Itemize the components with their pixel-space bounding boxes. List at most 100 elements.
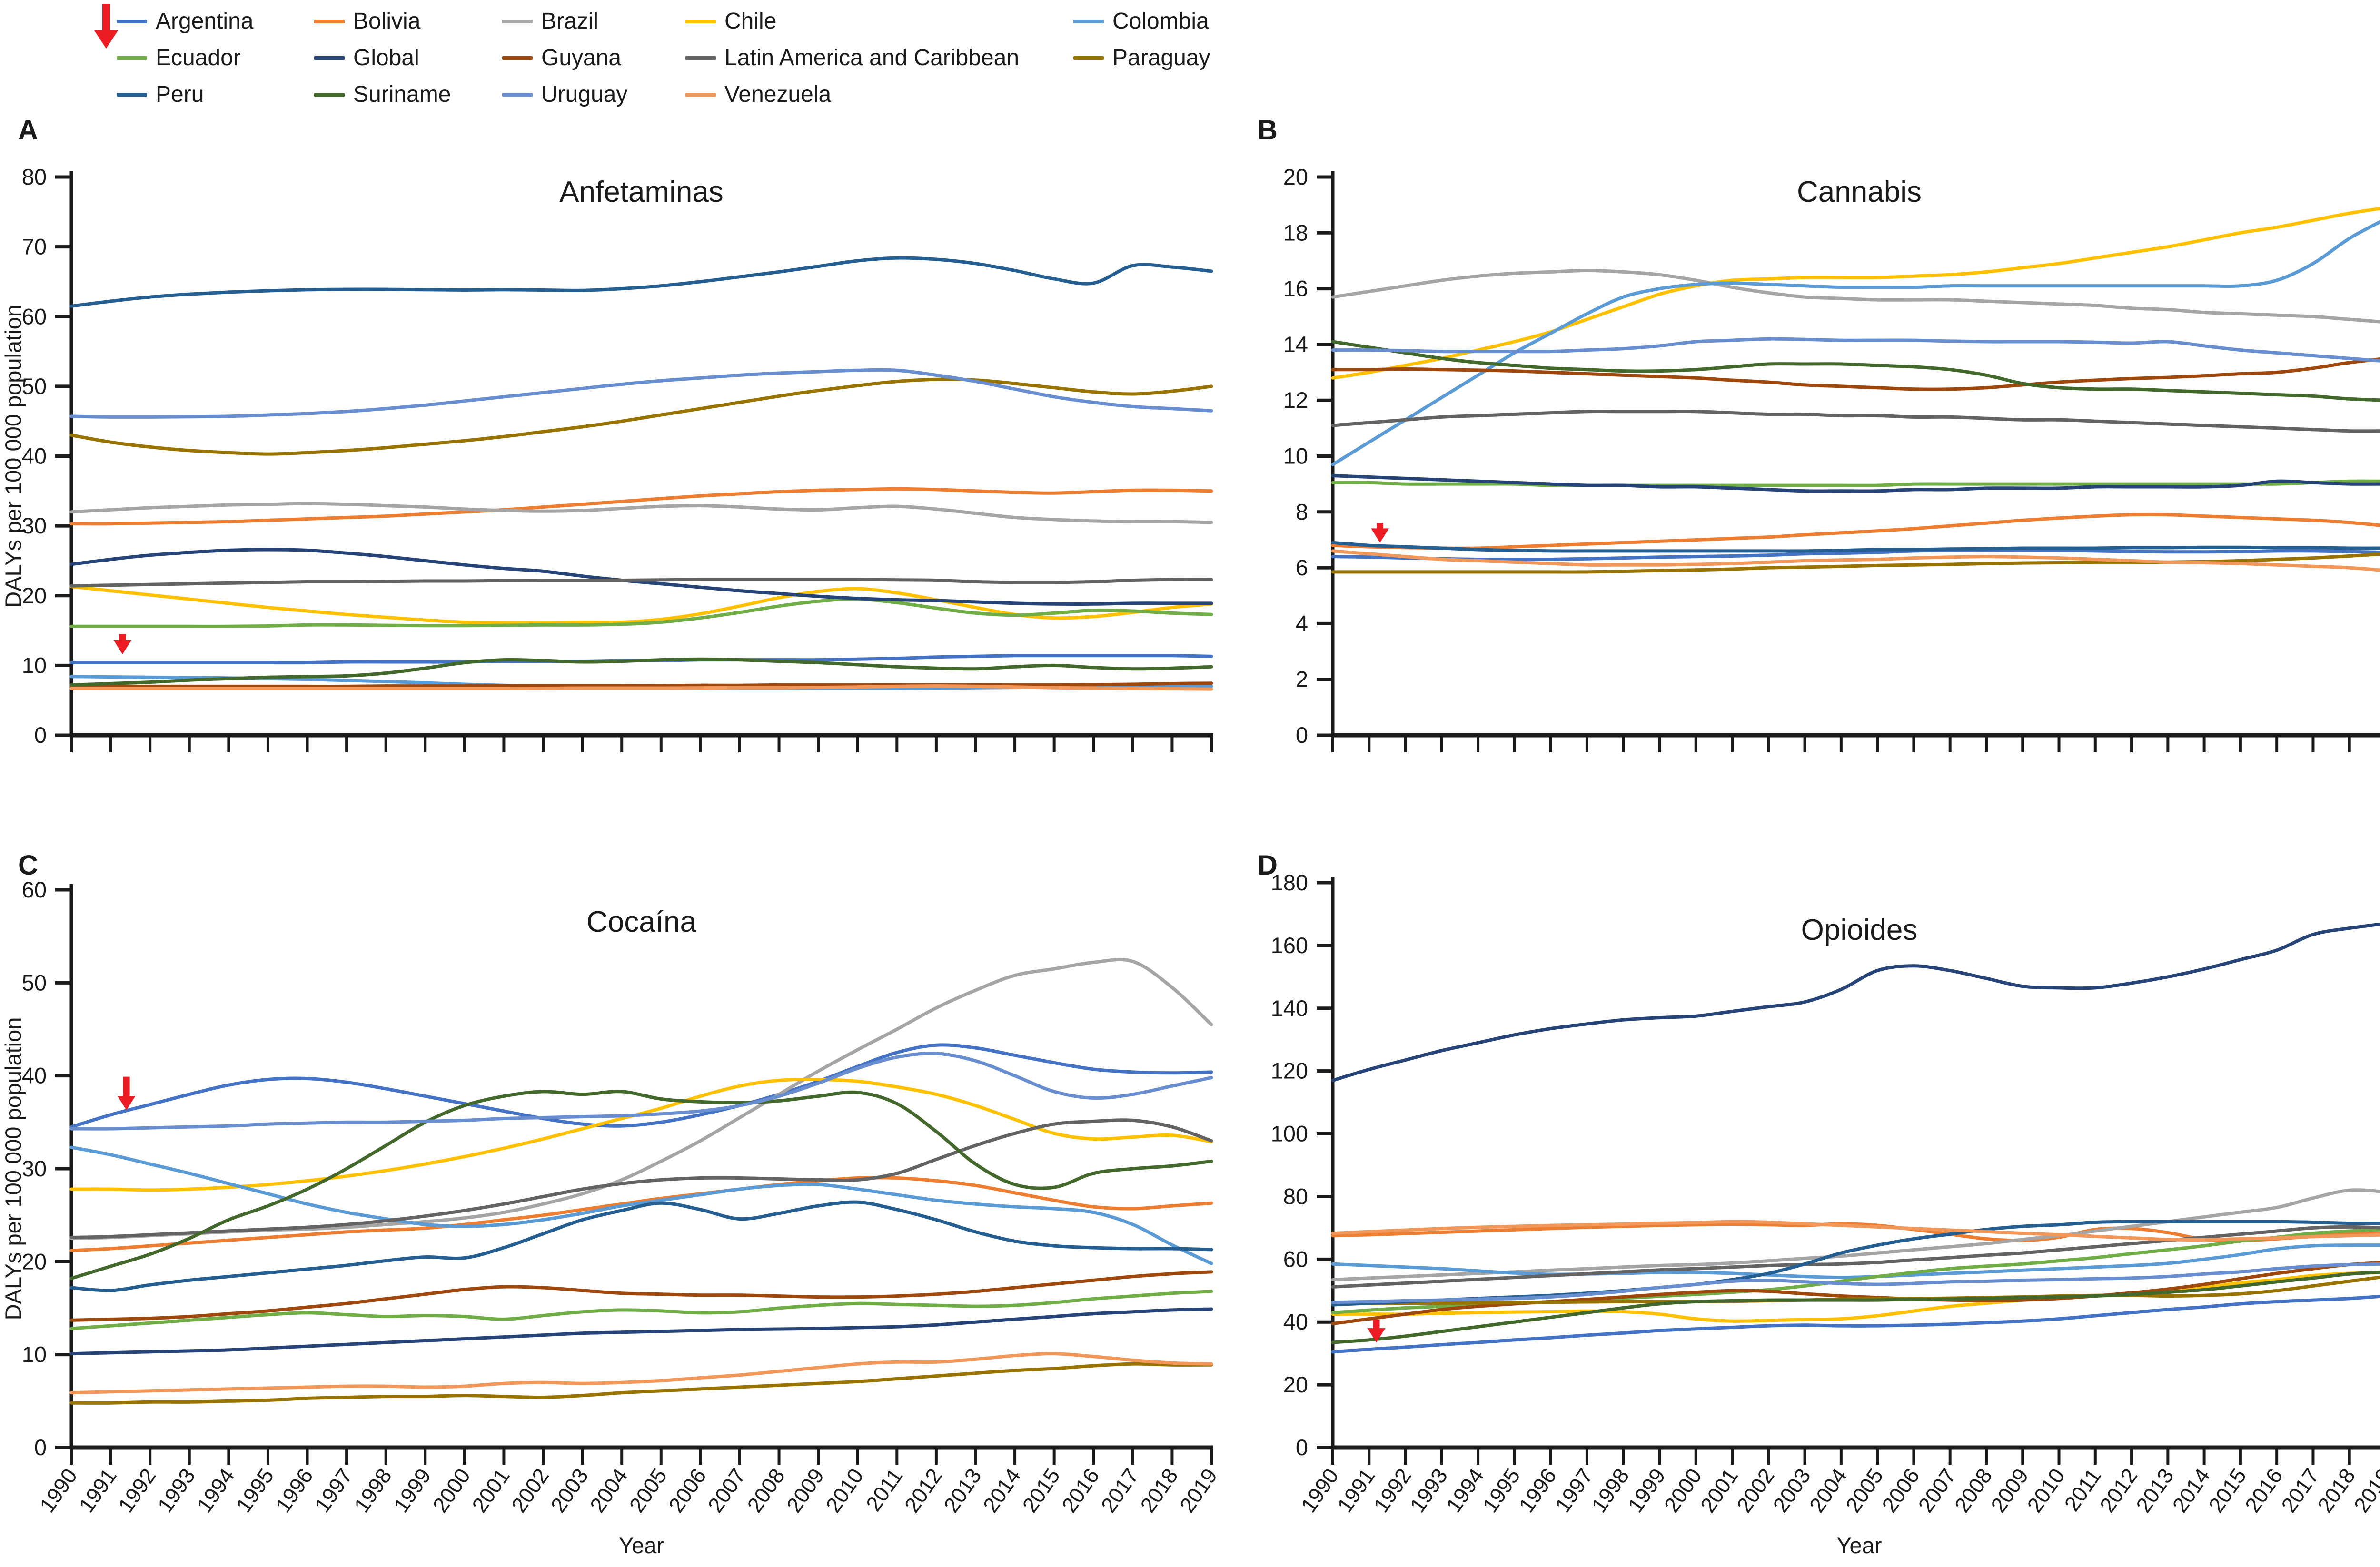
series-line-peru xyxy=(1331,541,2380,553)
x-tick-label: 2008 xyxy=(1950,1464,1997,1517)
series-line-peru xyxy=(69,1200,1213,1292)
x-tick-label: 2010 xyxy=(2023,1464,2070,1517)
chart-panel-D: DOpioides0204060801001201401601801990199… xyxy=(1258,850,2380,1558)
legend-label: Chile xyxy=(724,8,777,34)
x-tick-label: 2006 xyxy=(1877,1464,1924,1517)
series-line-latin-america-and-caribbean xyxy=(69,1118,1213,1239)
red-down-arrow-annotation xyxy=(117,1076,136,1110)
x-tick-label: 2001 xyxy=(467,1464,514,1517)
series-line-chile xyxy=(1331,207,2380,380)
series-line-suriname xyxy=(1331,1270,2380,1344)
series-line-uruguay xyxy=(69,368,1213,419)
y-tick-label: 10 xyxy=(22,652,47,678)
series-line-suriname xyxy=(69,1090,1213,1280)
y-tick-label: 20 xyxy=(1283,164,1308,189)
legend-item-global: Global xyxy=(314,45,502,70)
series-line-venezuela xyxy=(69,1352,1213,1395)
panel-title-C: Cocaína xyxy=(586,906,696,938)
y-tick-label: 60 xyxy=(22,877,47,902)
series-line-ecuador xyxy=(69,597,1213,628)
series-line-colombia xyxy=(1331,1243,2380,1280)
x-tick-label: 1990 xyxy=(1296,1464,1343,1517)
panel-letter-D: D xyxy=(1258,850,1278,881)
y-tick-label: 40 xyxy=(22,443,47,469)
x-tick-label: 1991 xyxy=(74,1464,121,1517)
legend-label: Brazil xyxy=(541,8,599,34)
x-tick-label: 1992 xyxy=(1369,1464,1416,1517)
y-tick-label: 20 xyxy=(1283,1372,1308,1397)
series-line-bolivia xyxy=(69,487,1213,526)
series-line-global xyxy=(1331,474,2380,493)
legend-swatch-ecuador xyxy=(117,56,147,60)
red-down-arrow-annotation xyxy=(1367,1319,1386,1343)
legend-swatch-venezuela xyxy=(685,92,716,97)
legend-item-paraguay: Paraguay xyxy=(1073,45,1407,70)
y-tick-label: 6 xyxy=(1296,555,1308,580)
y-tick-label: 60 xyxy=(1283,1246,1308,1271)
x-tick-label: 1995 xyxy=(1478,1464,1525,1517)
panel-letter-C: C xyxy=(18,850,38,881)
x-tick-label: 1994 xyxy=(1441,1464,1488,1517)
y-tick-label: 2 xyxy=(1296,667,1308,692)
y-tick-label: 140 xyxy=(1271,995,1308,1021)
y-tick-label: 60 xyxy=(22,304,47,329)
x-tick-label: 1991 xyxy=(1332,1464,1379,1517)
legend-item-uruguay: Uruguay xyxy=(502,83,685,106)
x-tick-label: 2009 xyxy=(782,1464,829,1517)
y-tick-label: 80 xyxy=(1283,1183,1308,1209)
legend-label: Paraguay xyxy=(1112,45,1210,70)
x-tick-label: 2005 xyxy=(1841,1464,1888,1517)
x-tick-label: 1999 xyxy=(1623,1464,1670,1517)
legend-item-bolivia: Bolivia xyxy=(314,10,502,33)
legend-label: Venezuela xyxy=(724,81,832,107)
y-tick-label: 0 xyxy=(1296,1435,1308,1460)
y-tick-label: 12 xyxy=(1283,387,1308,413)
panel-title-B: Cannabis xyxy=(1797,176,1922,208)
red-down-arrow-annotation xyxy=(1371,523,1389,543)
series-line-latin-america-and-caribbean xyxy=(1331,409,2380,433)
series-line-chile xyxy=(1331,1271,2380,1323)
x-tick-label: 2006 xyxy=(664,1464,711,1517)
x-tick-label: 1996 xyxy=(1514,1464,1561,1517)
x-tick-label: 2014 xyxy=(978,1464,1025,1517)
y-axis-title: DALYs per 100 000 population xyxy=(0,1017,26,1321)
x-axis-title: Year xyxy=(619,1533,664,1558)
y-tick-label: 50 xyxy=(22,970,47,995)
x-tick-label: 2019 xyxy=(2349,1464,2380,1517)
x-tick-label: 2004 xyxy=(1805,1464,1852,1517)
series-line-suriname xyxy=(1331,340,2380,402)
legend-swatch-chile xyxy=(685,19,716,23)
red-down-arrow xyxy=(94,4,118,49)
y-tick-label: 50 xyxy=(22,374,47,399)
x-tick-label: 2008 xyxy=(743,1464,790,1517)
legend-item-guyana: Guyana xyxy=(502,45,685,70)
x-tick-label: 2000 xyxy=(428,1464,475,1517)
x-tick-label: 2003 xyxy=(546,1464,593,1517)
x-tick-label: 2002 xyxy=(1732,1464,1779,1517)
legend-item-chile: Chile xyxy=(685,10,1073,33)
series-line-guyana xyxy=(69,1270,1213,1322)
y-tick-label: 30 xyxy=(22,1156,47,1181)
panel-letter-B: B xyxy=(1258,115,1278,146)
legend-label: Guyana xyxy=(541,45,622,70)
chart-panel-B: B Cannabis 0 2 4 6 8 10 12 14 16 18 20 xyxy=(1258,115,2380,752)
legend-label: Suriname xyxy=(353,81,451,107)
x-tick-label: 2016 xyxy=(2240,1464,2287,1517)
y-tick-label: 10 xyxy=(22,1342,47,1367)
x-tick-label: 2005 xyxy=(625,1464,672,1517)
y-tick-label: 40 xyxy=(1283,1309,1308,1334)
series-line-brazil xyxy=(1331,269,2380,324)
panel-title-A: Anfetaminas xyxy=(559,176,724,208)
y-tick-label: 180 xyxy=(1271,870,1308,895)
x-tick-label: 2003 xyxy=(1768,1464,1815,1517)
x-tick-label: 2013 xyxy=(2131,1464,2178,1517)
legend-label: Latin America and Caribbean xyxy=(724,45,1020,70)
series-line-uruguay xyxy=(1331,1262,2380,1304)
legend-label: Global xyxy=(353,45,419,70)
legend-label: Uruguay xyxy=(541,81,628,107)
x-tick-label: 2000 xyxy=(1659,1464,1706,1517)
series-line-uruguay xyxy=(69,1052,1213,1131)
x-tick-label: 1993 xyxy=(1405,1464,1452,1517)
x-tick-label: 1990 xyxy=(35,1464,82,1517)
series-line-argentina xyxy=(1331,1294,2380,1354)
